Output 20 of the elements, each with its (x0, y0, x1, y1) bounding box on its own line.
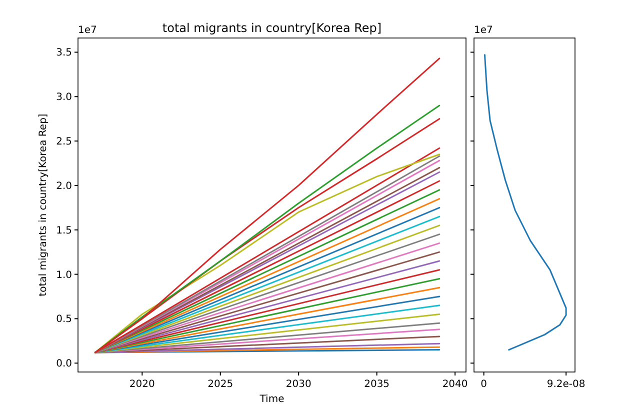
x-tick-label: 9.2e-08 (546, 379, 586, 390)
x-tick-label: 0 (480, 379, 488, 390)
y-tick-label: 2.5 (56, 136, 72, 148)
text: 1e7 (474, 25, 493, 36)
y-tick-label: 0.0 (56, 358, 72, 370)
x-axis-title: Time (258, 394, 284, 405)
y-tick-label: 1.5 (56, 225, 72, 236)
x-tick-label: 2030 (286, 379, 312, 390)
x-tick-label: 2035 (364, 379, 390, 390)
x-tick-label: 2020 (129, 379, 155, 390)
y-tick-label: 0.5 (56, 314, 72, 326)
y-tick-label: 3.5 (56, 48, 72, 59)
x-tick-label: 2025 (208, 379, 234, 390)
y-tick-label: 3.0 (56, 92, 72, 104)
text: 1e7 (78, 25, 97, 36)
y-tick-label: 1.0 (56, 270, 72, 281)
chart-title: total migrants in country[Korea Rep] (162, 21, 382, 35)
x-tick-label: 2040 (442, 379, 468, 390)
y-tick-label: 2.0 (56, 180, 72, 192)
y-axis-title: total migrants in country[Korea Rep] (38, 114, 49, 296)
